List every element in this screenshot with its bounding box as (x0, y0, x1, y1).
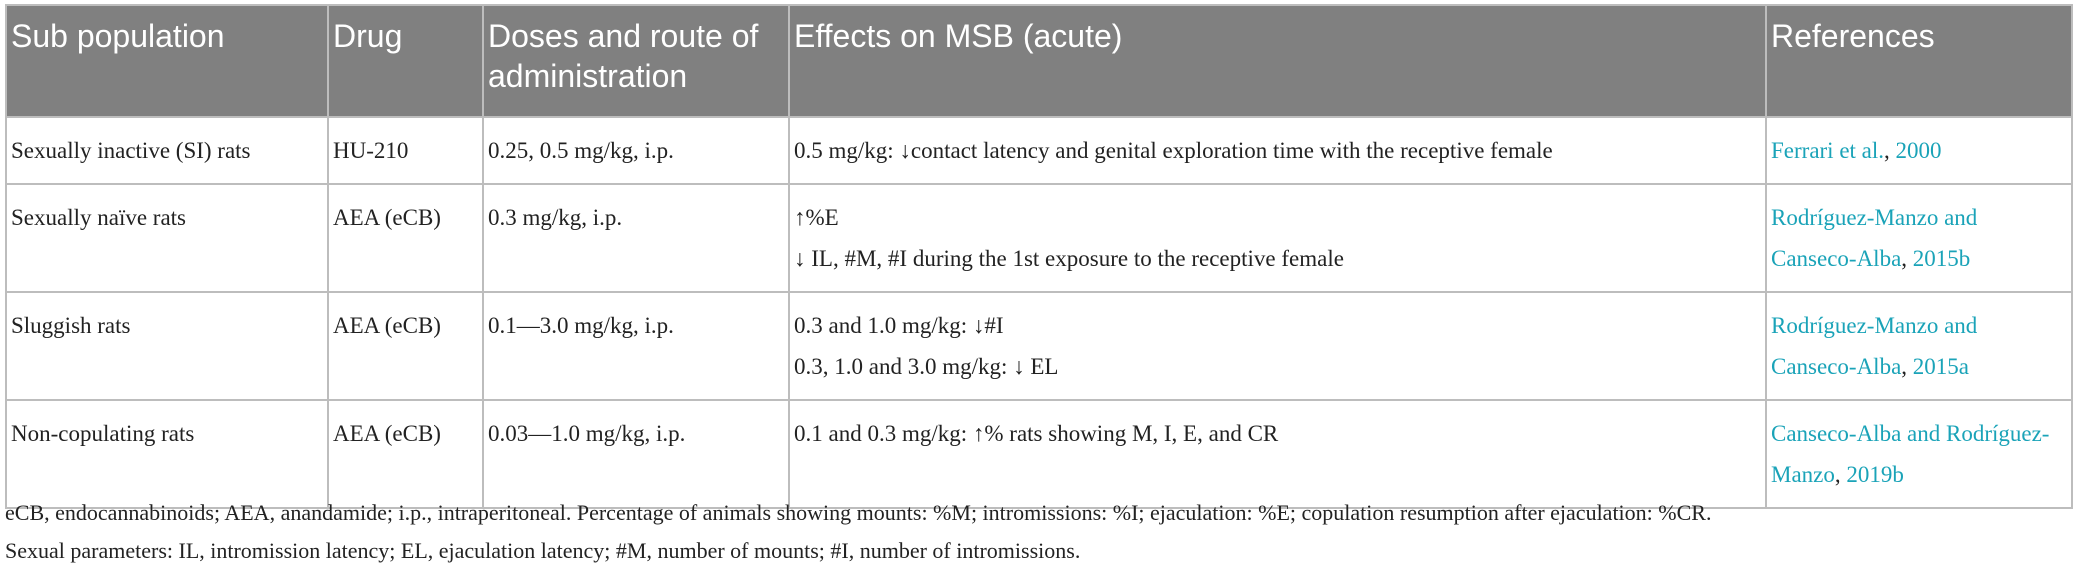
separator: , (1884, 138, 1896, 163)
effects-cell: 0.3 and 1.0 mg/kg: ↓#I 0.3, 1.0 and 3.0 m… (788, 291, 1767, 401)
header-row: Sub population Drug Doses and route of adm… (5, 4, 2073, 118)
effect-line: 0.1 and 0.3 mg/kg: ↑% rats showing M, I,… (794, 421, 1279, 446)
cell: 0.1—3.0 mg/kg, i.p. (482, 291, 790, 401)
effect-line: ↓ IL, #M, #I during the 1st exposure to … (794, 246, 1344, 271)
table-row: Non-copulating rats AEA (eCB) 0.03—1.0 mg/… (5, 399, 2073, 509)
footnote: eCB, endocannabinoids; AEA, anandamide; … (5, 500, 1712, 525)
cell: Non-copulating rats (5, 399, 329, 509)
reference-link[interactable]: 2000 (1895, 138, 1942, 163)
effect-line: 0.3, 1.0 and 3.0 mg/kg: ↓ EL (794, 354, 1059, 379)
separator: , (1834, 462, 1847, 487)
reference-cell: Canseco-Alba and Rodríguez-Manzo, 2019b (1765, 399, 2073, 509)
header-cell: Drug (327, 4, 484, 118)
header-cell: Effects on MSB (acute) (788, 4, 1767, 118)
table-row: Sexually inactive (SI) rats HU-210 0.25, 0… (5, 116, 2073, 185)
effects-cell: 0.1 and 0.3 mg/kg: ↑% rats showing M, I,… (788, 399, 1767, 509)
table-row: Sluggish rats AEA (eCB) 0.1—3.0 mg/kg, i.p… (5, 291, 2073, 401)
effect-line: 0.3 and 1.0 mg/kg: ↓#I (794, 313, 1004, 338)
reference-link[interactable]: 2015b (1912, 246, 1971, 271)
separator: , (1901, 354, 1913, 379)
effect-line: 0.5 mg/kg: ↓contact latency and genital … (794, 138, 1553, 163)
cell: Sexually naïve rats (5, 183, 329, 293)
header-cell: Doses and route of administration (482, 4, 790, 118)
footnote: Sexual parameters: IL, intromission late… (5, 538, 1081, 563)
header-cell: References (1765, 4, 2073, 118)
table-body: Sexually inactive (SI) rats HU-210 0.25, 0… (5, 116, 2073, 509)
reference-link[interactable]: Rodríguez-Manzo and Canseco-Alba (1771, 205, 1978, 271)
cell: Sluggish rats (5, 291, 329, 401)
reference-link[interactable]: Canseco-Alba and Rodríguez-Manzo (1771, 421, 2050, 487)
reference-link[interactable]: 2015a (1912, 354, 1970, 379)
header-cell: Sub population (5, 4, 329, 118)
cell: AEA (eCB) (327, 291, 484, 401)
reference-cell: Rodríguez-Manzo and Canseco-Alba, 2015a (1765, 291, 2073, 401)
effects-cell: 0.5 mg/kg: ↓contact latency and genital … (788, 116, 1767, 185)
reference-cell: Rodríguez-Manzo and Canseco-Alba, 2015b (1765, 183, 2073, 293)
effects-cell: ↑%E ↓ IL, #M, #I during the 1st exposure … (788, 183, 1767, 293)
cell: AEA (eCB) (327, 183, 484, 293)
separator: , (1901, 246, 1913, 271)
reference-link[interactable]: Rodríguez-Manzo and Canseco-Alba (1771, 313, 1978, 379)
reference-link[interactable]: 2019b (1846, 462, 1904, 487)
cell: Sexually inactive (SI) rats (5, 116, 329, 185)
table-row: Sexually naïve rats AEA (eCB) 0.3 mg/kg, i… (5, 183, 2073, 293)
cell: 0.03—1.0 mg/kg, i.p. (482, 399, 790, 509)
cell: 0.3 mg/kg, i.p. (482, 183, 790, 293)
effect-line: ↑%E (794, 205, 839, 230)
cell: AEA (eCB) (327, 399, 484, 509)
reference-link[interactable]: Ferrari et al. (1771, 138, 1885, 163)
reference-cell: Ferrari et al., 2000 (1765, 116, 2073, 185)
cell: HU-210 (327, 116, 484, 185)
cell: 0.25, 0.5 mg/kg, i.p. (482, 116, 790, 185)
data-table: Sub population Drug Doses and route of adm… (5, 4, 2073, 509)
